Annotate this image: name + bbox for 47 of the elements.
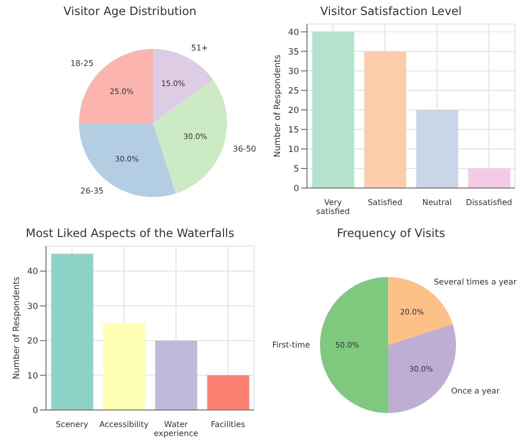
x-tick-label: Very satisfied — [316, 198, 350, 216]
y-tick-label: 40 — [288, 28, 299, 38]
x-tick-label: Neutral — [422, 198, 452, 207]
y-tick-label: 40 — [27, 267, 38, 278]
y-tick-label: 10 — [27, 371, 38, 382]
y-axis-title: Number of Respondents — [12, 276, 22, 380]
x-tick-label: Accessibility — [99, 420, 149, 429]
bar — [207, 375, 250, 410]
y-tick-label: 15 — [288, 125, 299, 136]
y-tick-label: 30 — [27, 302, 38, 312]
slice-label: 18-25 — [70, 59, 94, 68]
slice-label: 51+ — [191, 44, 208, 53]
bar — [103, 323, 146, 410]
y-tick-label: 25 — [288, 86, 299, 96]
x-tick-label: Water experience — [154, 420, 198, 438]
x-tick-label: Scenery — [56, 420, 88, 429]
y-tick-label: 20 — [288, 106, 299, 116]
bar — [416, 110, 458, 188]
chart-title: Frequency of Visits — [336, 226, 446, 240]
y-tick-label: 30 — [288, 66, 299, 77]
bar — [155, 340, 198, 410]
bar — [312, 32, 354, 188]
x-tick-label: Facilities — [210, 420, 246, 429]
y-tick-label: 35 — [288, 47, 299, 58]
slice-label: Several times a year — [434, 277, 518, 286]
y-tick-label: 10 — [288, 144, 299, 155]
y-tick-label: 5 — [294, 164, 299, 174]
chart-title: Most Liked Aspects of the Waterfalls — [24, 226, 236, 240]
slice-label: First-time — [272, 340, 310, 350]
y-tick-label: 0 — [32, 406, 38, 416]
pie-slice — [320, 277, 388, 413]
y-tick-label: 20 — [27, 336, 38, 347]
bar — [51, 254, 94, 410]
bar — [364, 51, 406, 188]
pie-slice — [153, 80, 227, 194]
slice-label: Once a year — [451, 386, 500, 396]
chart-title: Visitor Age Distribution — [62, 4, 198, 18]
slice-label: 36-50 — [232, 144, 256, 154]
slice-label: 26-35 — [80, 186, 104, 196]
y-axis-title: Number of Respondents — [273, 54, 284, 158]
pie-slice — [79, 123, 176, 197]
y-tick-label: 0 — [294, 184, 299, 194]
x-tick-label: Satisfied — [368, 198, 402, 207]
chart-title: Visitor Satisfaction Level — [319, 4, 463, 18]
pie-slice — [153, 49, 213, 123]
bar — [468, 168, 510, 188]
x-tick-label: Dissatisfied — [466, 198, 512, 207]
